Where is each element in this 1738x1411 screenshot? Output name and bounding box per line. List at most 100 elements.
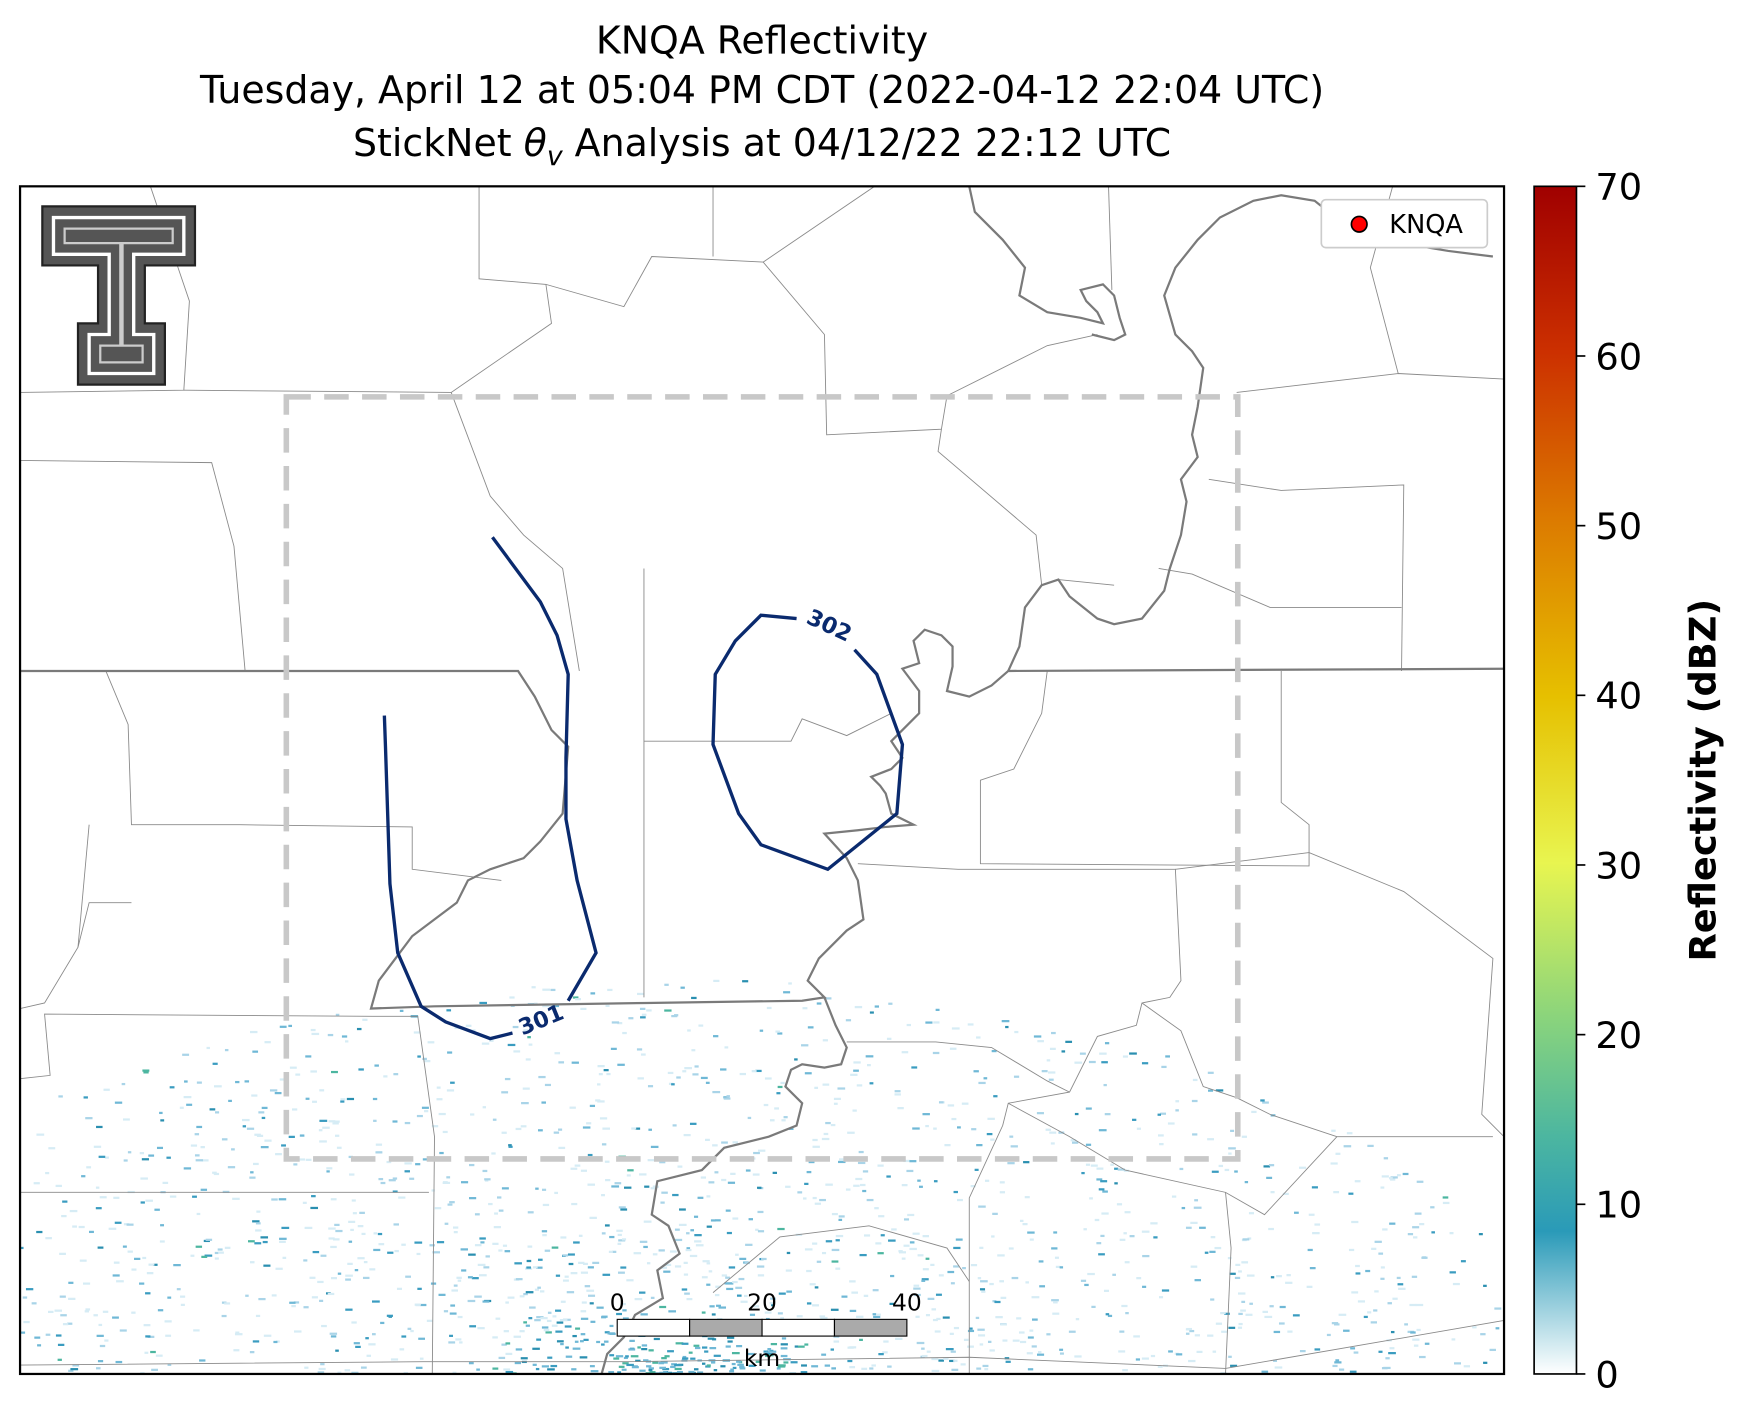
radar-pixel [1048, 1078, 1054, 1081]
radar-pixel [616, 1312, 622, 1316]
radar-pixel [538, 1258, 543, 1261]
radar-pixel [505, 1352, 513, 1356]
radar-pixel [234, 1333, 243, 1336]
radar-pixel [119, 1329, 127, 1332]
radar-pixel [689, 1254, 698, 1258]
radar-pixel [780, 1343, 788, 1346]
radar-pixel [1041, 1070, 1048, 1073]
radar-pixel [11, 1354, 15, 1356]
radar-pixel [294, 1330, 302, 1333]
radar-pixel [679, 1208, 686, 1211]
radar-pixel [769, 1302, 775, 1305]
scalebar-tick-label: 0 [610, 1288, 625, 1316]
radar-pixel [460, 1248, 468, 1251]
radar-pixel [375, 1143, 383, 1146]
radar-pixel [755, 1360, 761, 1363]
radar-pixel [808, 1160, 815, 1164]
radar-pixel [250, 1030, 258, 1034]
radar-pixel [978, 1081, 986, 1085]
radar-pixel [781, 1119, 786, 1122]
radar-pixel [493, 1226, 501, 1229]
radar-pixel [629, 1339, 635, 1342]
radar-pixel [57, 1343, 65, 1346]
radar-pixel [1299, 1166, 1307, 1169]
radar-pixel [213, 1172, 220, 1176]
radar-pixel [196, 1125, 203, 1129]
radar-pixel [451, 1289, 459, 1292]
radar-pixel [515, 1278, 523, 1281]
radar-pixel [528, 1317, 533, 1320]
radar-pixel [427, 1041, 435, 1044]
radar-pixel [1489, 1348, 1496, 1352]
radar-pixel [1346, 1132, 1353, 1135]
radar-pixel [976, 1144, 983, 1147]
radar-pixel [319, 1140, 327, 1143]
radar-pixel [602, 1127, 611, 1130]
radar-pixel [622, 1362, 629, 1365]
radar-pixel [1480, 1333, 1486, 1336]
radar-pixel [335, 1134, 340, 1137]
radar-pixel [95, 1207, 102, 1210]
radar-pixel [976, 1036, 981, 1039]
radar-pixel [580, 1169, 587, 1172]
radar-pixel [525, 1324, 530, 1327]
radar-pixel [590, 1370, 599, 1373]
radar-pixel [925, 1124, 929, 1128]
radar-pixel [1389, 1222, 1396, 1225]
radar-pixel [515, 1348, 523, 1351]
radar-pixel [580, 1007, 587, 1010]
radar-pixel [374, 1064, 379, 1067]
radar-pixel [258, 1297, 266, 1301]
radar-pixel [260, 1146, 269, 1149]
radar-pixel [1351, 1291, 1359, 1294]
radar-pixel [1153, 1236, 1158, 1239]
radar-pixel [706, 1283, 711, 1286]
radar-pixel [1125, 1312, 1129, 1315]
radar-pixel [571, 1202, 578, 1206]
radar-pixel [421, 1106, 429, 1109]
radar-pixel [62, 1323, 69, 1326]
radar-pixel [447, 1203, 453, 1206]
radar-pixel [982, 1364, 989, 1368]
radar-pixel [856, 1084, 863, 1087]
radar-pixel [508, 1144, 512, 1147]
radar-pixel [544, 1083, 551, 1087]
radar-pixel [1053, 1231, 1058, 1234]
radar-pixel [1248, 1212, 1254, 1215]
radar-pixel [386, 1314, 393, 1317]
radar-pixel [542, 1203, 550, 1207]
radar-pixel [1193, 1206, 1202, 1209]
radar-pixel [878, 1353, 884, 1356]
radar-pixel [398, 1196, 406, 1199]
radar-pixel [1119, 1238, 1126, 1241]
radar-pixel [1196, 1350, 1203, 1354]
radar-pixel [22, 1296, 28, 1299]
radar-pixel [1096, 1178, 1103, 1181]
radar-pixel [830, 1308, 839, 1311]
radar-pixel [358, 1068, 364, 1071]
radar-pixel [224, 1048, 229, 1052]
radar-pixel [639, 1007, 646, 1010]
colorbar-label: Reflectivity (dBZ) [1682, 599, 1725, 962]
radar-pixel [179, 1106, 184, 1109]
radar-pixel [1230, 1129, 1235, 1132]
radar-pixel [835, 1239, 840, 1242]
radar-pixel [159, 1111, 163, 1115]
radar-pixel [388, 1179, 396, 1182]
radar-pixel [330, 1335, 337, 1338]
radar-pixel [636, 1048, 643, 1051]
radar-pixel [1099, 1052, 1107, 1055]
radar-pixel [393, 1223, 399, 1226]
radar-pixel [1185, 1332, 1190, 1335]
radar-pixel [723, 1097, 731, 1100]
radar-pixel [1079, 1052, 1086, 1055]
radar-pixel [1207, 1334, 1214, 1337]
radar-pixel [1396, 1276, 1401, 1280]
radar-pixel [653, 1337, 660, 1341]
radar-pixel [580, 1310, 587, 1313]
radar-pixel [167, 1296, 172, 1299]
radar-pixel [790, 1361, 798, 1364]
radar-pixel [853, 1069, 859, 1072]
radar-pixel [580, 1340, 584, 1343]
radar-pixel [471, 1277, 479, 1280]
